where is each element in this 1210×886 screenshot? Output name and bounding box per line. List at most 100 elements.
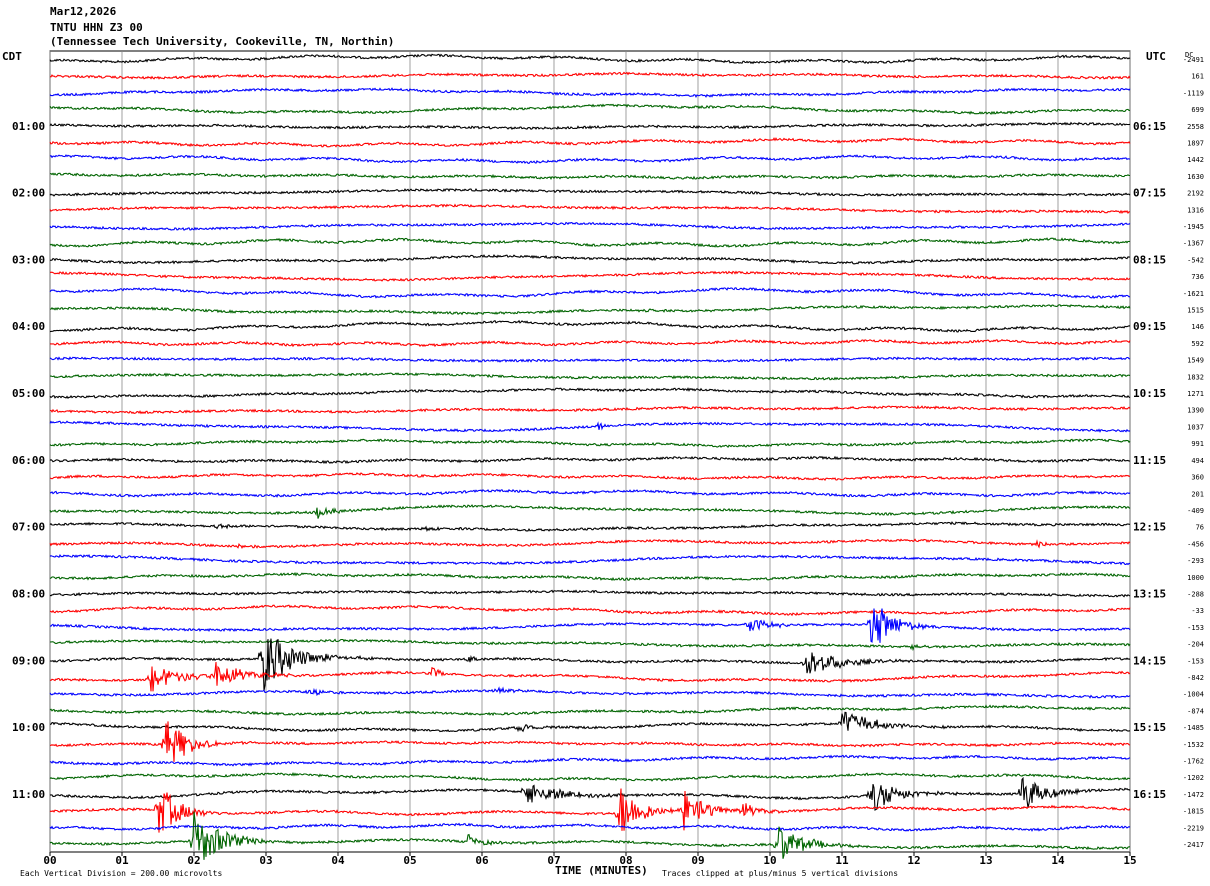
dc-offset-value: 1316	[1187, 206, 1204, 214]
clip-note: Traces clipped at plus/minus 5 vertical …	[662, 869, 898, 878]
dc-offset-value: 2192	[1187, 190, 1204, 198]
utc-hour-label: 09:15	[1133, 320, 1166, 333]
dc-offset-value: -1532	[1183, 741, 1204, 749]
seismic-trace	[49, 711, 1131, 733]
dc-offset-value: -293	[1187, 557, 1204, 565]
seismic-trace	[49, 455, 1131, 465]
cdt-hour-label: 01:00	[12, 120, 45, 133]
seismic-trace	[49, 53, 1131, 65]
dc-offset-value: -2417	[1183, 841, 1204, 849]
utc-hour-label: 15:15	[1133, 721, 1166, 734]
grid-layer	[49, 50, 1131, 856]
utc-hour-label: 06:15	[1133, 120, 1166, 133]
seismic-trace	[49, 488, 1131, 498]
header-location: (Tennessee Tech University, Cookeville, …	[50, 35, 395, 48]
dc-offset-value: -1472	[1183, 791, 1204, 799]
dc-offset-value: -1485	[1183, 724, 1204, 732]
seismic-trace	[49, 338, 1131, 348]
dc-offset-value: -1004	[1183, 691, 1204, 699]
dc-offset-value: 1832	[1187, 373, 1204, 381]
utc-hour-label: 10:15	[1133, 387, 1166, 400]
seismic-trace	[49, 638, 1131, 652]
dc-offset-value: 699	[1191, 106, 1204, 114]
utc-hour-label: 13:15	[1133, 587, 1166, 600]
dc-offset-value: -1815	[1183, 808, 1204, 816]
dc-offset-value: -204	[1187, 641, 1204, 649]
dc-offset-value: -842	[1187, 674, 1204, 682]
x-tick-label: 14	[1051, 854, 1065, 867]
dc-offset-value: -1945	[1183, 223, 1204, 231]
dc-offset-value: 1271	[1187, 390, 1204, 398]
dc-offset-value: -2219	[1183, 824, 1204, 832]
seismic-trace	[49, 287, 1131, 299]
dc-offset-value: -542	[1187, 256, 1204, 264]
utc-hour-label: 11:15	[1133, 454, 1166, 467]
cdt-hour-label: 03:00	[12, 253, 45, 266]
dc-offset-value: -456	[1187, 540, 1204, 548]
seismic-trace	[49, 554, 1131, 566]
utc-hour-label: 07:15	[1133, 187, 1166, 200]
cdt-hour-label: 07:00	[12, 521, 45, 534]
cdt-hour-label: 11:00	[12, 788, 45, 801]
x-tick-label: 00	[43, 854, 56, 867]
dc-offset-value: 1630	[1187, 173, 1204, 181]
dc-offset-value: 1390	[1187, 407, 1204, 415]
dc-offset-value: -1762	[1183, 757, 1204, 765]
dc-offset-value: 991	[1191, 440, 1204, 448]
dc-offset-value: -874	[1187, 707, 1204, 715]
seismic-trace	[49, 188, 1131, 197]
cdt-hour-label: 09:00	[12, 654, 45, 667]
dc-offset-value: -1202	[1183, 774, 1204, 782]
utc-hour-label: 12:15	[1133, 521, 1166, 534]
seismic-trace	[49, 704, 1131, 717]
seismic-trace	[49, 404, 1131, 415]
x-tick-label: 05	[403, 854, 416, 867]
scale-note: Each Vertical Division = 200.00 microvol…	[20, 869, 222, 878]
seismic-trace	[49, 356, 1131, 363]
seismic-trace	[49, 71, 1131, 80]
seismic-trace	[49, 253, 1131, 265]
x-tick-label: 08	[619, 854, 632, 867]
seismic-trace	[49, 237, 1131, 248]
seismic-trace	[49, 121, 1131, 131]
seismic-trace	[49, 571, 1131, 582]
x-tick-label: 07	[547, 854, 560, 867]
seismic-trace	[49, 103, 1131, 115]
dc-offset-value: 494	[1191, 457, 1204, 465]
dc-header-label: DC	[1185, 51, 1193, 59]
dc-offset-value: 76	[1196, 524, 1204, 532]
seismic-trace	[49, 438, 1131, 449]
x-tick-label: 09	[691, 854, 704, 867]
cdt-hour-label: 04:00	[12, 320, 45, 333]
seismic-trace	[49, 822, 1131, 832]
x-tick-label: 12	[907, 854, 920, 867]
x-tick-label: 06	[475, 854, 489, 867]
dc-offset-value: 1442	[1187, 156, 1204, 164]
dc-offset-value: 1000	[1187, 574, 1204, 582]
seismic-trace	[50, 270, 1131, 282]
traces-layer	[49, 53, 1131, 860]
seismic-trace	[49, 788, 1131, 833]
seismic-trace	[49, 686, 1131, 699]
x-tick-label: 11	[835, 854, 849, 867]
seismic-trace	[49, 638, 1131, 691]
dc-offset-value: -153	[1187, 624, 1204, 632]
seismic-trace	[49, 172, 1130, 180]
seismic-trace	[49, 754, 1131, 767]
cdt-hour-label: 06:00	[12, 454, 45, 467]
seismic-trace	[49, 154, 1131, 165]
utc-hour-label: 08:15	[1133, 253, 1166, 266]
dc-offset-value: 736	[1191, 273, 1204, 281]
right-timezone-label: UTC	[1146, 50, 1166, 63]
x-tick-label: 02	[187, 854, 200, 867]
dc-offset-value: -409	[1187, 507, 1204, 515]
seismic-trace	[49, 420, 1131, 433]
dc-offset-value: -288	[1187, 590, 1204, 598]
dc-offset-value: 1897	[1187, 140, 1204, 148]
header-station: TNTU HHN Z3 00	[50, 21, 143, 34]
dc-offset-value: 592	[1191, 340, 1204, 348]
seismic-trace	[49, 304, 1131, 316]
utc-hour-label: 16:15	[1133, 788, 1166, 801]
seismic-trace	[49, 772, 1131, 782]
seismic-trace	[49, 472, 1131, 482]
